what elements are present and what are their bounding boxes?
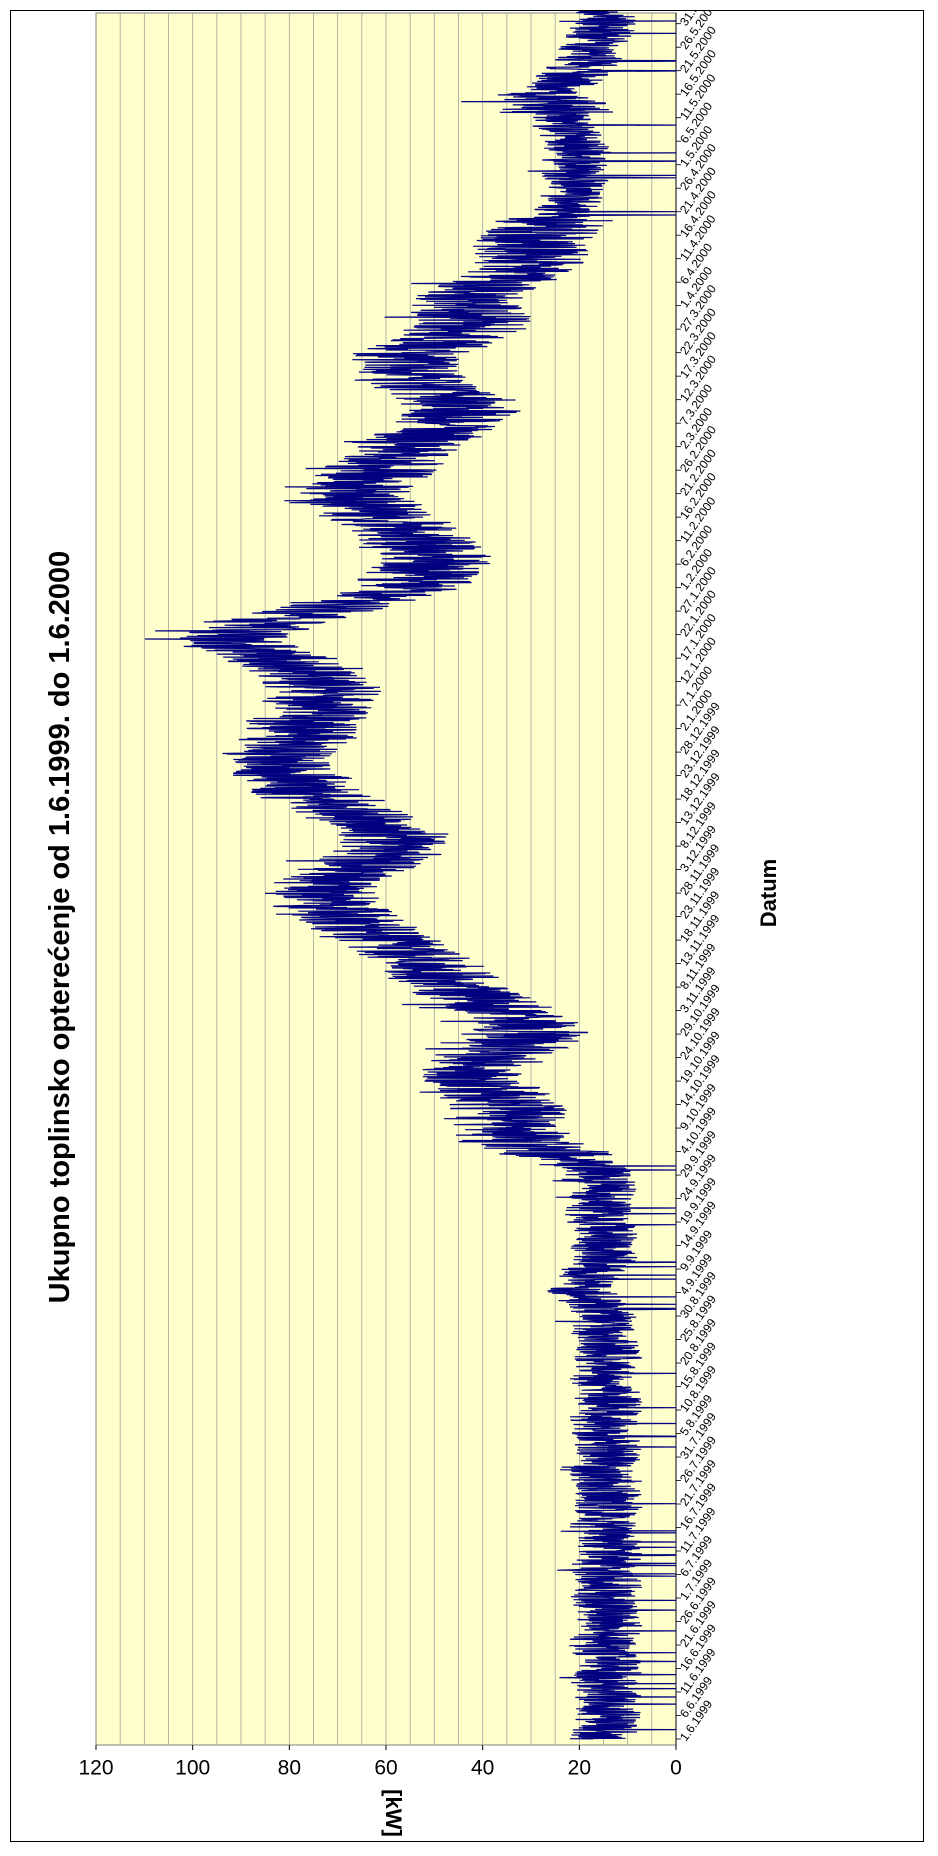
x-axis-ticks: 1.6.19996.6.199911.6.199916.6.199921.6.1…	[675, 11, 723, 1745]
chart-frame: Ukupno toplinsko opterećenje od 1.6.1999…	[10, 10, 924, 1842]
chart-title: Ukupno toplinsko opterećenje od 1.6.1999…	[44, 551, 76, 1304]
chart-svg: Ukupno toplinsko opterećenje od 1.6.1999…	[44, 11, 781, 1837]
y-tick-label: 20	[568, 1756, 591, 1779]
y-axis-ticks: 0 20 40 60 80 100 120	[78, 1745, 682, 1779]
y-tick-label: 40	[471, 1756, 494, 1779]
y-tick-label: 60	[374, 1756, 397, 1779]
series-line	[144, 11, 677, 1740]
y-tick-label: 100	[175, 1756, 210, 1779]
rotated-chart: Ukupno toplinsko opterećenje od 1.6.1999…	[11, 11, 925, 1843]
y-tick-label: 80	[278, 1756, 301, 1779]
y-tick-label: 0	[670, 1756, 682, 1779]
y-tick-label: 120	[78, 1756, 113, 1779]
y-axis-title: [kW]	[381, 1789, 406, 1837]
x-axis-title: Datum	[756, 859, 781, 927]
